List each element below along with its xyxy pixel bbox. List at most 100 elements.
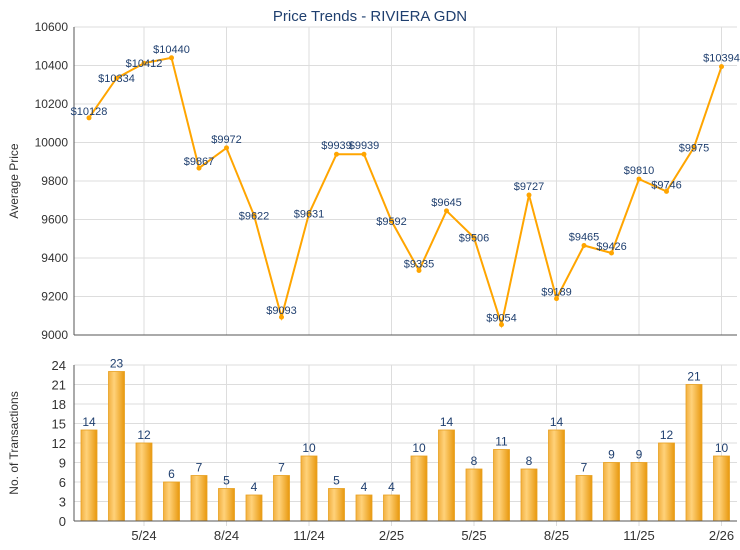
transaction-bar xyxy=(355,494,373,522)
bar-value-label: 7 xyxy=(278,461,285,475)
transactions-y-tick: 0 xyxy=(59,514,66,529)
price-data-label: $9189 xyxy=(541,287,572,299)
price-point xyxy=(416,268,422,274)
bar-value-label: 8 xyxy=(471,454,478,468)
price-point xyxy=(691,144,697,150)
transaction-bar xyxy=(493,449,510,522)
transactions-y-tick: 18 xyxy=(52,397,66,412)
transaction-bar xyxy=(108,371,125,522)
bar-value-label: 12 xyxy=(660,428,674,442)
transactions-y-tick: 24 xyxy=(52,358,66,373)
bar-value-label: 9 xyxy=(636,448,643,462)
transaction-bar xyxy=(328,488,345,522)
price-data-label: $9867 xyxy=(184,156,215,168)
transactions-y-tick: 21 xyxy=(52,378,66,393)
x-tick-label: 5/25 xyxy=(461,528,486,543)
x-tick-label: 8/25 xyxy=(544,528,569,543)
price-data-label: $9939 xyxy=(321,140,352,152)
transaction-bar xyxy=(630,462,648,522)
price-point xyxy=(196,165,202,171)
price-point xyxy=(114,75,119,81)
price-data-label: $9426 xyxy=(596,241,627,253)
price-y-tick: 10400 xyxy=(35,59,69,73)
price-point xyxy=(279,314,284,320)
price-point xyxy=(719,64,724,70)
price-data-label: $9506 xyxy=(459,233,490,245)
price-point xyxy=(471,235,477,241)
bar-value-label: 5 xyxy=(333,474,340,488)
bar-value-label: 11 xyxy=(495,435,508,449)
price-data-label: $10394 xyxy=(703,53,740,65)
price-point xyxy=(609,250,614,256)
price-point xyxy=(636,176,642,182)
x-tick-label: 11/25 xyxy=(623,528,655,543)
price-point xyxy=(141,60,147,66)
transaction-bar xyxy=(438,429,455,522)
transactions-y-tick: 6 xyxy=(59,475,66,490)
bar-value-label: 6 xyxy=(168,467,175,481)
price-y-tick: 9600 xyxy=(41,213,68,227)
price-data-label: $9465 xyxy=(569,231,600,243)
price-data-label: $9645 xyxy=(431,197,462,209)
chart-title: Price Trends - RIVIERA GDN xyxy=(273,8,467,25)
bar-value-label: 4 xyxy=(251,480,258,494)
bar-value-label: 8 xyxy=(526,454,533,468)
price-data-label: $9810 xyxy=(624,165,655,177)
price-data-label: $10440 xyxy=(153,44,190,56)
price-point xyxy=(389,218,394,224)
price-data-label: $9335 xyxy=(404,259,435,271)
transaction-bar xyxy=(383,494,400,522)
price-data-label: $10128 xyxy=(71,106,108,118)
price-y-tick: 9400 xyxy=(41,251,68,265)
bar-value-label: 7 xyxy=(196,461,203,475)
price-point xyxy=(526,192,532,198)
price-data-label: $9622 xyxy=(239,210,270,222)
x-tick-label: 5/24 xyxy=(131,528,156,543)
price-y-tick: 10000 xyxy=(35,136,69,150)
transaction-bar xyxy=(218,488,235,522)
transaction-bar xyxy=(163,481,180,522)
transactions-y-tick: 3 xyxy=(59,495,66,510)
transaction-bar xyxy=(520,468,538,522)
bar-value-label: 21 xyxy=(687,370,701,384)
price-y-tick: 9000 xyxy=(41,328,68,342)
x-tick-label: 2/25 xyxy=(379,528,404,543)
price-y-tick: 10600 xyxy=(35,20,69,34)
transaction-bar xyxy=(465,468,483,522)
price-point xyxy=(444,208,449,214)
transaction-bar xyxy=(575,475,593,522)
bar-value-label: 12 xyxy=(137,428,151,442)
transaction-bar xyxy=(300,455,318,522)
bar-value-label: 14 xyxy=(82,415,96,429)
price-point xyxy=(86,115,92,121)
price-data-label: $10412 xyxy=(126,58,163,70)
price-y-tick: 10200 xyxy=(35,97,69,111)
price-y-tick: 9800 xyxy=(41,174,68,188)
price-data-label: $9972 xyxy=(211,134,242,146)
x-tick-label: 2/26 xyxy=(709,528,734,543)
price-point xyxy=(554,296,559,302)
transaction-bar xyxy=(658,442,675,522)
price-data-label: $9054 xyxy=(486,313,517,325)
transaction-bar xyxy=(80,429,98,522)
transaction-bar xyxy=(713,455,730,522)
transaction-bar xyxy=(273,475,290,522)
price-data-label: $9093 xyxy=(266,305,297,317)
price-data-label: $10334 xyxy=(98,73,135,85)
price-point xyxy=(334,151,339,157)
price-point xyxy=(361,151,367,157)
transactions-y-tick: 9 xyxy=(59,456,66,471)
price-point xyxy=(499,322,504,328)
price-data-label: $9939 xyxy=(349,140,380,152)
bar-value-label: 5 xyxy=(223,474,230,488)
transactions-y-axis-label: No. of Transactions xyxy=(7,391,21,494)
transaction-bar xyxy=(245,494,263,522)
price-data-label: $9592 xyxy=(376,216,407,228)
bar-value-label: 10 xyxy=(412,441,426,455)
price-y-axis-label: Average Price xyxy=(7,143,21,218)
transaction-bar xyxy=(135,442,153,522)
transactions-y-tick: 15 xyxy=(52,417,66,432)
transaction-bar xyxy=(190,475,208,522)
price-y-tick: 9200 xyxy=(41,290,68,304)
